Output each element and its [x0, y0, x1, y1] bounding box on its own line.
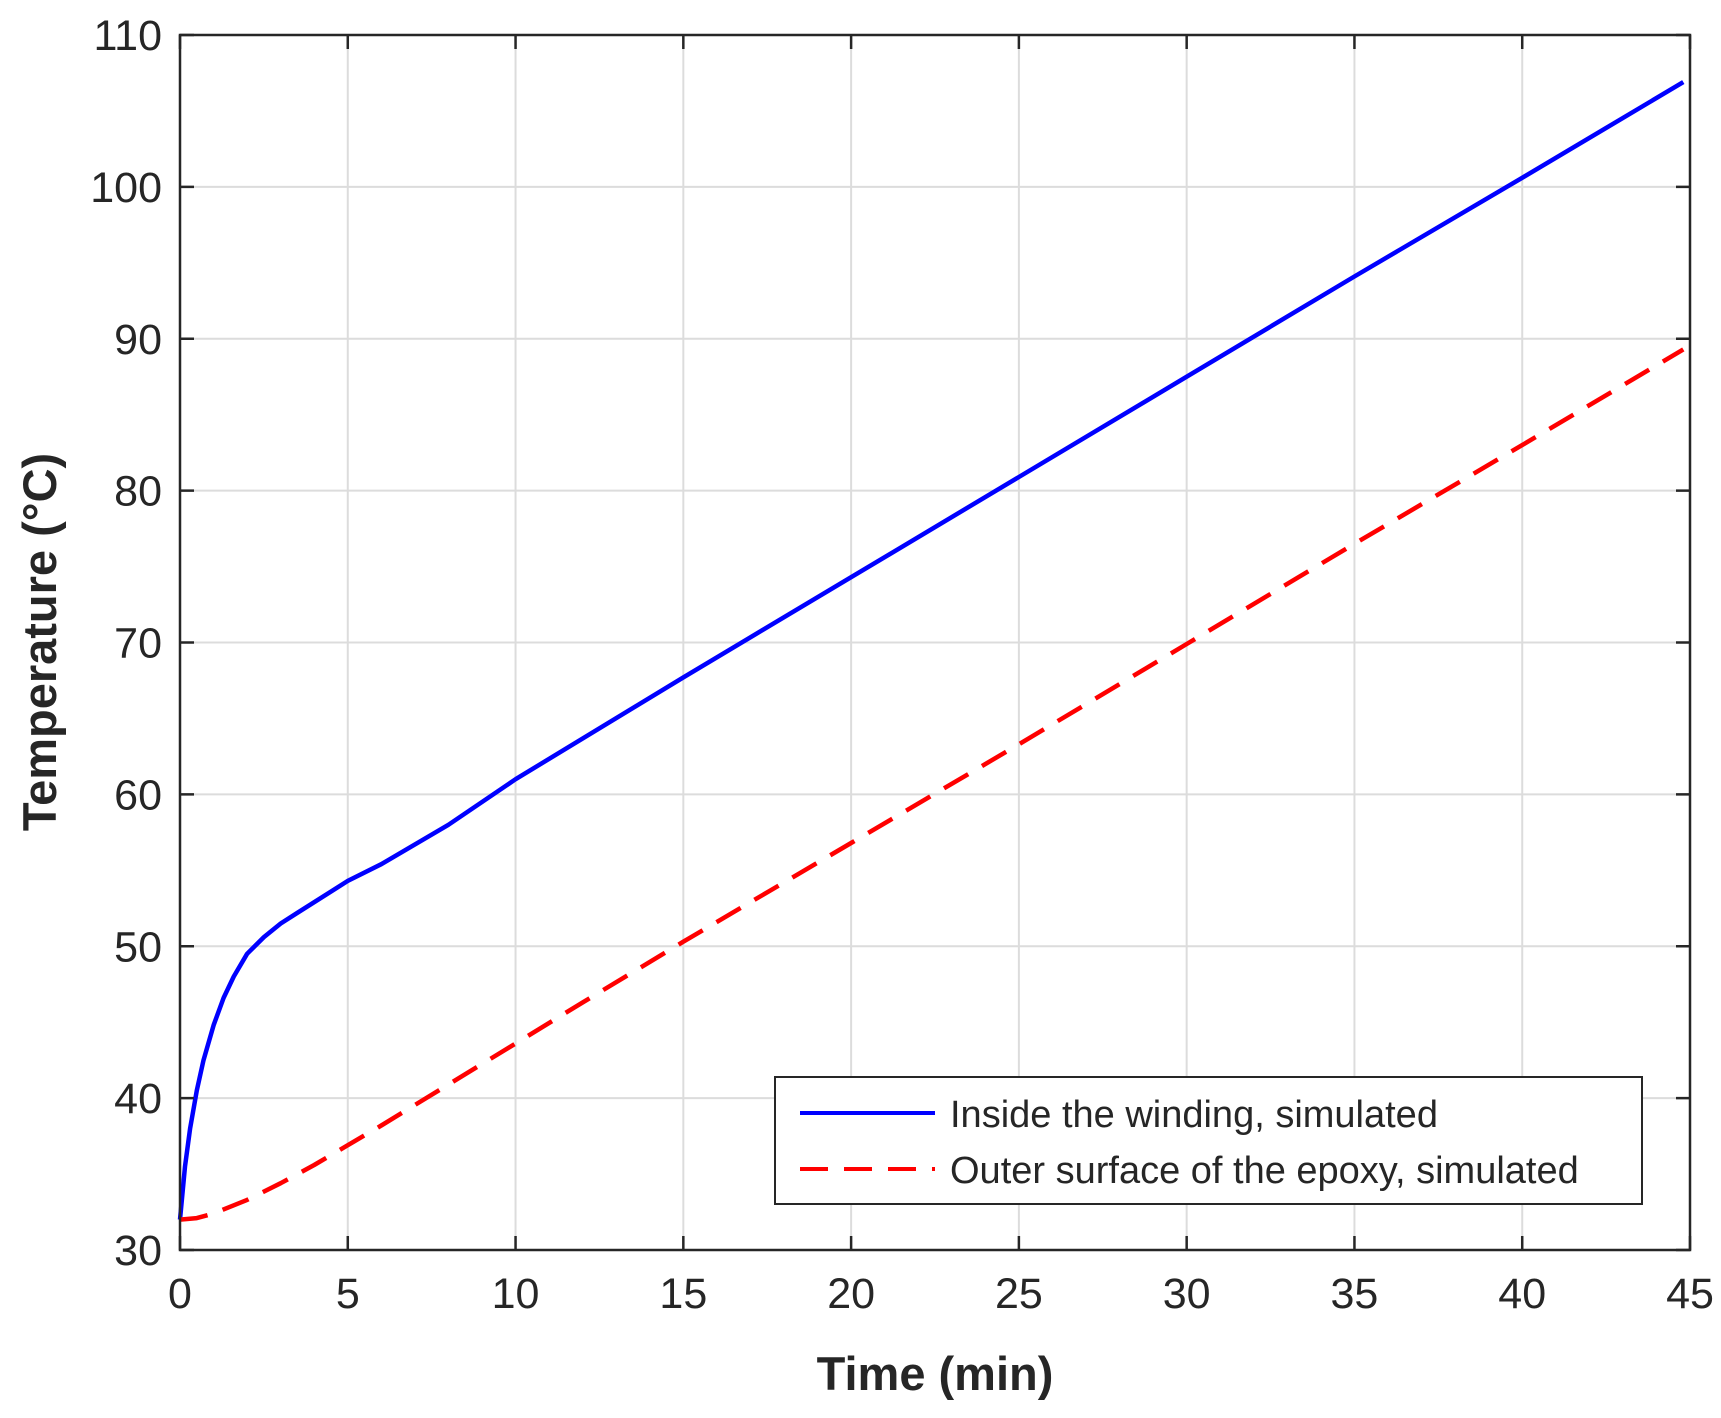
- legend-label-outer-surface: Outer surface of the epoxy, simulated: [950, 1150, 1579, 1192]
- series-line-1: [179, 347, 1685, 1222]
- series-layer: [177, 80, 1685, 1222]
- y-tick-label: 70: [114, 620, 162, 668]
- y-tick-label: 110: [93, 12, 162, 60]
- legend-box: [774, 1076, 1643, 1205]
- x-axis-title: Time (min): [817, 1347, 1054, 1400]
- x-tick-label: 40: [1498, 1270, 1546, 1318]
- x-tick-label: 15: [659, 1270, 707, 1318]
- x-tick-label: 30: [1163, 1270, 1211, 1318]
- x-tick-label: 0: [168, 1270, 192, 1318]
- y-tick-label: 50: [114, 923, 162, 971]
- grid: [180, 35, 1690, 1250]
- y-axis-title: Temperature (°C): [13, 453, 66, 831]
- y-tick-label: 40: [114, 1075, 162, 1123]
- y-tick-label: 30: [114, 1227, 162, 1275]
- x-tick-label: 20: [827, 1270, 875, 1318]
- x-tick-label: 25: [995, 1270, 1043, 1318]
- x-tick-label: 45: [1666, 1270, 1714, 1318]
- x-tick-label: 5: [336, 1270, 360, 1318]
- y-tick-label: 80: [114, 468, 162, 516]
- y-tick-label: 100: [90, 164, 162, 212]
- tick-labels: 0 5 10 15 20 25 30 35 40 45 30 40 50 60 70 80 90 100 110: [90, 12, 1714, 1318]
- legend-label-inside-winding: Inside the winding, simulated: [950, 1094, 1438, 1136]
- y-tick-label: 60: [114, 771, 162, 819]
- y-tick-label: 90: [114, 316, 162, 364]
- legend: Inside the winding, simulated Outer surf…: [774, 1076, 1643, 1205]
- series-line-0: [177, 80, 1685, 1220]
- tick-marks: [178, 33, 1692, 1252]
- x-tick-label: 35: [1331, 1270, 1379, 1318]
- x-tick-label: 10: [492, 1270, 540, 1318]
